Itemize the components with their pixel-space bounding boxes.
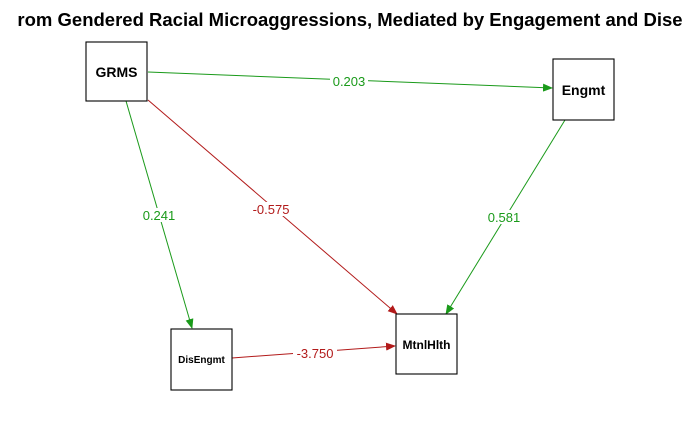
node-label-grms: GRMS <box>96 64 138 80</box>
node-label-mtnlhlth: MtnlHlth <box>403 338 451 352</box>
edge-label-grms-engmt: 0.203 <box>333 74 366 89</box>
node-disengmt: DisEngmt <box>170 328 233 391</box>
node-label-disengmt: DisEngmt <box>178 355 225 366</box>
node-grms: GRMS <box>85 41 148 102</box>
edge-label-grms-mtnlhlth: -0.575 <box>253 202 290 217</box>
edge-label-disengmt-mtnlhlth: -3.750 <box>297 346 334 361</box>
edge-label-engmt-mtnlhlth: 0.581 <box>488 210 521 225</box>
node-mtnlhlth: MtnlHlth <box>395 313 458 375</box>
node-label-engmt: Engmt <box>562 82 606 98</box>
edge-label-grms-disengmt: 0.241 <box>143 208 176 223</box>
diagram-title: rom Gendered Racial Microaggressions, Me… <box>17 9 682 30</box>
node-engmt: Engmt <box>552 58 615 121</box>
